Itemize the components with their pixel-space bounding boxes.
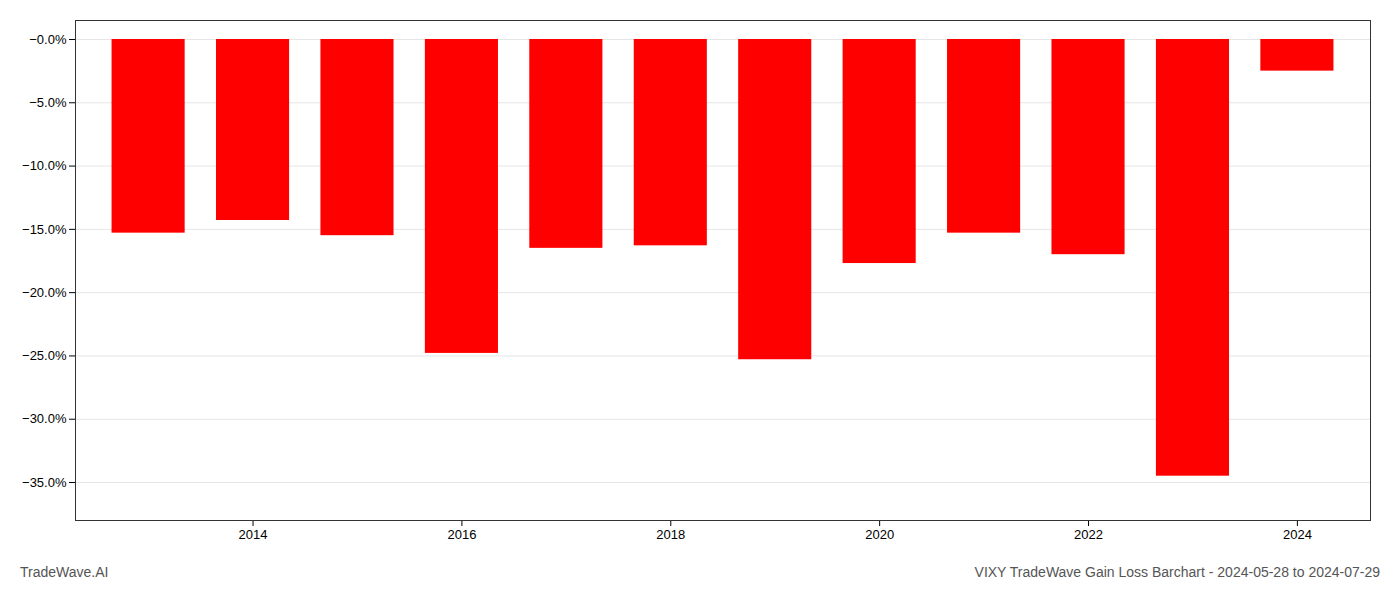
svg-text:−35.0%: −35.0%: [22, 475, 67, 490]
svg-text:−20.0%: −20.0%: [22, 285, 67, 300]
svg-text:2014: 2014: [239, 527, 268, 542]
html-text:TradeWave.AI: TradeWave.AI: [20, 564, 109, 580]
svg-text:2024: 2024: [1283, 527, 1312, 542]
svg-text:−25.0%: −25.0%: [22, 348, 67, 363]
svg-text:−15.0%: −15.0%: [22, 222, 67, 237]
svg-text:−30.0%: −30.0%: [22, 411, 67, 426]
svg-text:2018: 2018: [656, 527, 685, 542]
html-text:VIXY TradeWave Gain Loss Barch: VIXY TradeWave Gain Loss Barchart - 2024…: [974, 564, 1380, 580]
svg-text:−5.0%: −5.0%: [29, 95, 67, 110]
svg-text:2022: 2022: [1074, 527, 1103, 542]
svg-text:−0.0%: −0.0%: [29, 32, 67, 47]
svg-text:2016: 2016: [447, 527, 476, 542]
svg-text:−10.0%: −10.0%: [22, 158, 67, 173]
svg-text:2020: 2020: [865, 527, 894, 542]
